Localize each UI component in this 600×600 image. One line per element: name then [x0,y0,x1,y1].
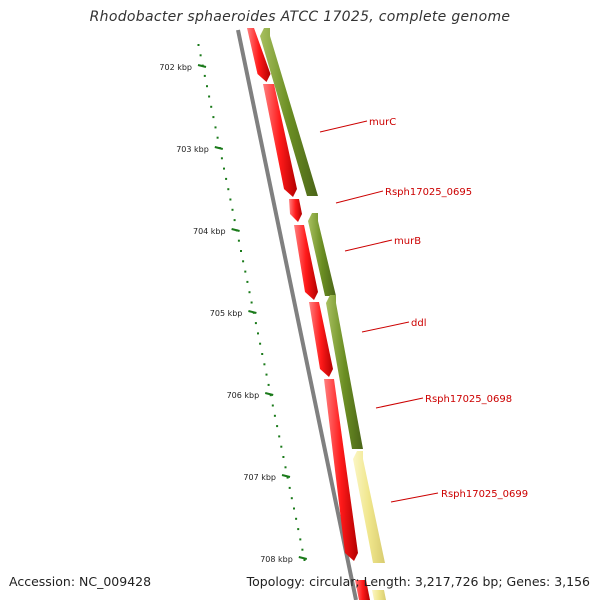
scale-dot [206,85,208,88]
gene-label-murC[interactable]: murC [369,117,396,128]
scale-dot [210,105,213,108]
scale-dot [265,373,268,376]
scale-dot [299,538,302,541]
scale-dot [280,445,283,448]
scale-dot [301,548,304,551]
scale-dot [242,260,245,263]
scale-dot [297,528,300,531]
scale-dot [248,291,251,294]
scale-dot [225,177,228,180]
scale-dot [237,239,240,242]
reverse-gene[interactable] [372,590,386,600]
kbp-tick-label: 702 kbp [159,63,192,72]
gene-leader-lines [319,120,439,503]
scale-dot [293,507,295,510]
kbp-tick [214,146,224,150]
kbp-tick [248,310,257,314]
forward-gene[interactable] [294,225,318,300]
forward-gene[interactable] [309,302,333,377]
kbp-tick [231,228,240,232]
scale-dot [246,280,249,283]
scale-dot [208,95,211,98]
scale-dot [233,219,236,222]
accession-label: Accession: NC_009428 [9,574,152,589]
forward-gene[interactable] [355,580,370,600]
scale-dot [197,44,200,46]
gene-label-murB[interactable]: murB [394,236,421,247]
kbp-tick [298,556,308,560]
kbp-tick-label: 708 kbp [260,555,293,564]
scale-dot [250,301,253,304]
kbp-tick [264,392,274,396]
scale-dot [263,363,266,366]
forward-gene[interactable] [247,28,271,82]
scale-dot [231,208,234,211]
scale-dot [303,559,306,561]
scale-dot [295,517,298,520]
scale-dot [214,126,217,129]
forward-strand-genes [247,28,370,600]
forward-gene[interactable] [289,199,302,222]
kbp-tick-label: 707 kbp [243,473,276,482]
scale-dot [229,198,232,201]
kbp-tick [281,474,291,478]
scale-dot [227,188,230,191]
scale-dot [223,167,225,170]
kbp-tick [197,64,207,68]
scale-dot [259,342,262,345]
scale-dot [254,322,257,325]
scale-dot [257,332,259,335]
scale-dot [290,497,293,500]
scale-dot [284,466,287,469]
gene-labels: murC Rsph17025_0695 murB ddl Rsph17025_0… [369,117,528,500]
map-title: Rhodobacter sphaeroides ATCC 17025, comp… [89,9,511,25]
scale-dot [288,486,291,489]
scale-dot [267,383,270,386]
scale-dot [199,54,202,57]
scale-dot [203,74,206,77]
scale-dot [276,425,279,428]
kbp-tick-label: 703 kbp [176,145,209,154]
scale-dot [216,136,219,139]
kbp-tick-label: 706 kbp [227,391,260,400]
gene-label-Rsph17025_0695[interactable]: Rsph17025_0695 [385,187,472,198]
reverse-strand-genes [260,28,386,600]
gene-label-ddl[interactable]: ddl [411,318,426,329]
scale-dot [286,476,289,479]
scale-dot [220,157,223,160]
forward-gene[interactable] [324,379,358,561]
scale-dot [212,116,215,119]
forward-gene[interactable] [263,84,297,197]
kbp-scale: 702 kbp 703 kbp 704 kbp 705 kbp 706 kbp 707 k… [159,63,308,564]
reverse-gene[interactable] [308,213,336,296]
kbp-tick-label: 705 kbp [210,309,243,318]
reverse-gene-highlight[interactable] [353,451,385,563]
gene-label-Rsph17025_0699[interactable]: Rsph17025_0699 [441,489,528,500]
reverse-gene[interactable] [326,295,363,449]
reverse-gene[interactable] [260,28,318,196]
scale-dot [278,435,281,438]
scale-dot [240,250,242,252]
genome-summary: Topology: circular; Length: 3,217,726 bp… [246,574,590,589]
scale-dot [261,353,264,355]
genome-backbone [236,29,358,600]
scale-dot [282,456,285,458]
scale-dot [273,414,276,417]
kbp-tick-label: 704 kbp [193,227,226,236]
gene-label-Rsph17025_0698[interactable]: Rsph17025_0698 [425,394,512,405]
scale-dot [271,404,274,407]
scale-dot [244,270,247,273]
